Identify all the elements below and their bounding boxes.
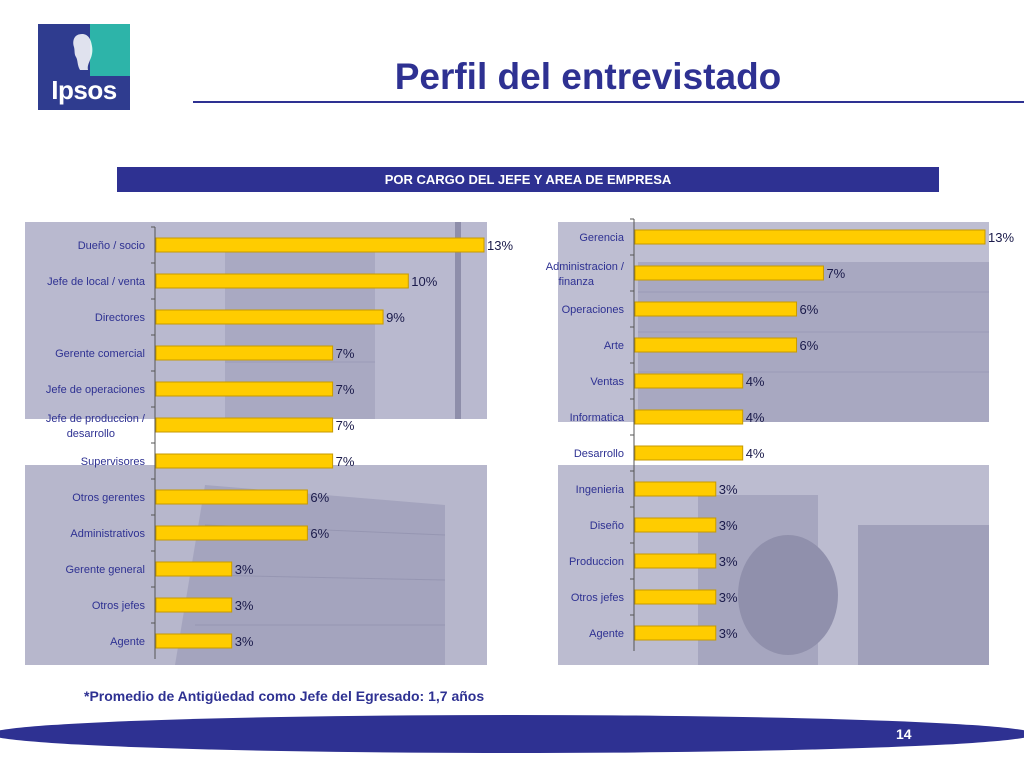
bar xyxy=(634,229,986,245)
data-label: 3% xyxy=(719,590,738,605)
page-title: Perfil del entrevistado xyxy=(394,56,782,97)
building-photo-art xyxy=(558,222,989,422)
category-label: Informatica xyxy=(570,412,625,424)
category-label: Otros jefes xyxy=(92,600,146,612)
bar xyxy=(155,309,384,325)
bar xyxy=(634,553,717,569)
category-label: Jefe de produccion / desarrollo xyxy=(46,413,146,440)
bar xyxy=(634,265,824,281)
category-label: Jefe de local / venta xyxy=(47,276,146,288)
bar xyxy=(155,525,308,541)
data-label: 6% xyxy=(800,338,819,353)
category-label: Otros jefes xyxy=(571,592,625,604)
bar xyxy=(155,381,334,397)
data-label: 7% xyxy=(826,266,845,281)
bar xyxy=(155,633,233,649)
data-label: 10% xyxy=(411,274,437,289)
section-header-bar: POR CARGO DEL JEFE Y AREA DE EMPRESA xyxy=(117,167,939,192)
bar xyxy=(155,417,334,433)
data-label: 4% xyxy=(746,446,765,461)
bar xyxy=(155,489,308,505)
category-label: Produccion xyxy=(569,556,624,568)
bar xyxy=(155,237,485,253)
category-label: Operaciones xyxy=(562,304,625,316)
section-header-label: POR CARGO DEL JEFE Y AREA DE EMPRESA xyxy=(384,172,672,187)
category-label: Diseño xyxy=(590,520,624,532)
data-label: 3% xyxy=(235,598,254,613)
data-label: 9% xyxy=(386,310,405,325)
bar xyxy=(155,453,334,469)
category-label: Desarrollo xyxy=(574,448,624,460)
category-label: Agente xyxy=(110,636,145,648)
bar xyxy=(634,445,744,461)
data-label: 7% xyxy=(336,346,355,361)
category-label: Ingenieria xyxy=(576,484,625,496)
category-label: Gerente general xyxy=(66,564,146,576)
bar xyxy=(634,481,717,497)
data-label: 6% xyxy=(800,302,819,317)
bar xyxy=(634,301,798,317)
category-label: Dueño / socio xyxy=(78,240,145,252)
bar xyxy=(155,345,334,361)
category-label: Jefe de operaciones xyxy=(46,384,146,396)
bar xyxy=(634,625,717,641)
ipsos-logo: Ipsos xyxy=(38,24,130,110)
page-number: 14 xyxy=(896,726,912,742)
bar xyxy=(155,597,233,613)
building-photo-art xyxy=(558,465,989,665)
logo-teal-block xyxy=(90,24,130,76)
category-label: Administrativos xyxy=(70,528,145,540)
category-label: Ventas xyxy=(590,376,624,388)
category-label: Directores xyxy=(95,312,146,324)
data-label: 7% xyxy=(336,418,355,433)
data-label: 6% xyxy=(310,526,329,541)
title-underline xyxy=(193,101,1024,103)
bar xyxy=(634,589,717,605)
data-label: 6% xyxy=(310,490,329,505)
category-label: Otros gerentes xyxy=(72,492,145,504)
category-label: Supervisores xyxy=(81,456,146,468)
footer-band xyxy=(0,715,1024,753)
category-label: Administracion / finanza xyxy=(546,261,625,288)
background-photo-bottom-right xyxy=(558,465,989,665)
data-label: 3% xyxy=(719,482,738,497)
data-label: 13% xyxy=(487,238,513,253)
data-label: 4% xyxy=(746,374,765,389)
data-label: 3% xyxy=(719,554,738,569)
category-label: Gerencia xyxy=(579,232,625,244)
bar xyxy=(155,273,409,289)
data-label: 3% xyxy=(719,518,738,533)
bar xyxy=(155,561,233,577)
data-label: 3% xyxy=(235,562,254,577)
bar xyxy=(634,337,798,353)
logo-text: Ipsos xyxy=(51,75,117,105)
footnote: *Promedio de Antigüedad como Jefe del Eg… xyxy=(84,688,485,704)
background-photo-top-right xyxy=(558,222,989,422)
category-label: Arte xyxy=(604,340,624,352)
head-profile-icon xyxy=(73,34,93,70)
data-label: 4% xyxy=(746,410,765,425)
bar xyxy=(634,409,744,425)
bar xyxy=(634,517,717,533)
category-label: Gerente comercial xyxy=(55,348,145,360)
bar xyxy=(634,373,744,389)
data-label: 7% xyxy=(336,382,355,397)
data-label: 3% xyxy=(235,634,254,649)
data-label: 13% xyxy=(988,230,1014,245)
data-label: 3% xyxy=(719,626,738,641)
data-label: 7% xyxy=(336,454,355,469)
category-label: Agente xyxy=(589,628,624,640)
